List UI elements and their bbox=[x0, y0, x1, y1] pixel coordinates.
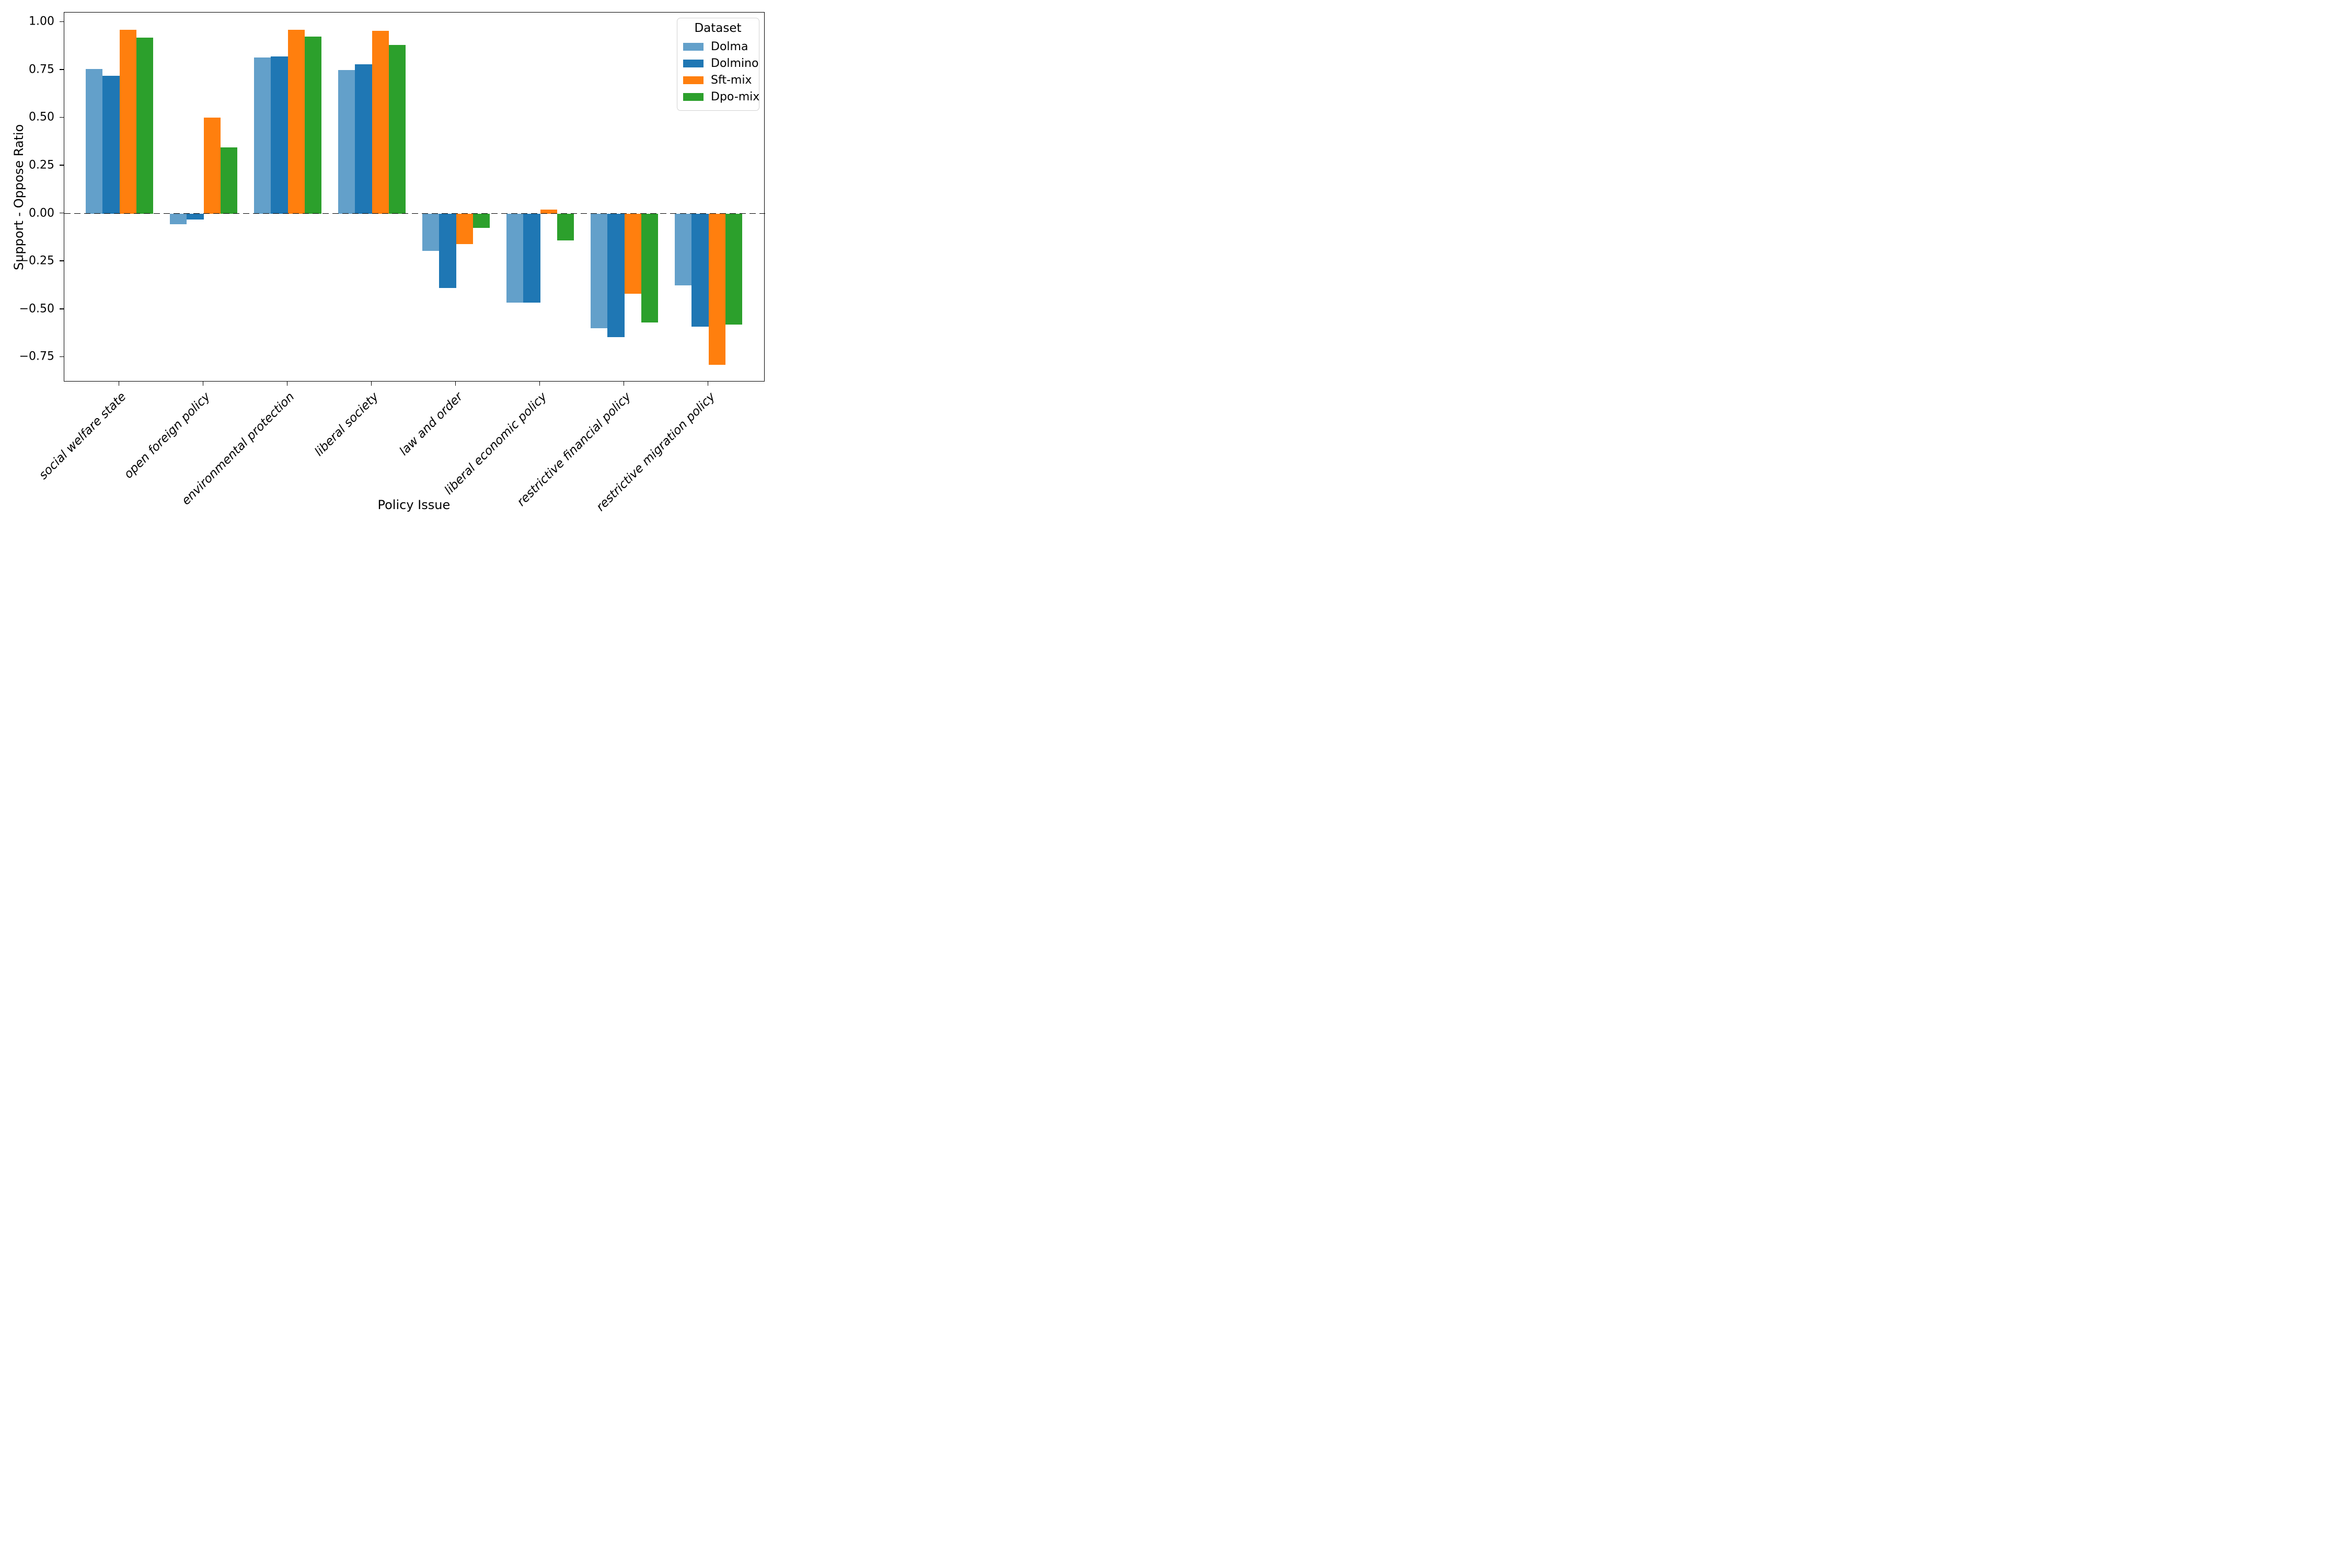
bar-dolmino-social-welfare-state bbox=[102, 75, 120, 214]
legend-swatch-sft-mix bbox=[683, 76, 704, 84]
y-tick-label: 0.75 bbox=[29, 63, 54, 76]
y-tick bbox=[60, 260, 64, 261]
legend-swatch-dolmino bbox=[683, 59, 704, 67]
bar-dpo-mix-law-and-order bbox=[472, 213, 490, 228]
bar-dpo-mix-liberal-economic-policy bbox=[557, 213, 574, 240]
y-tick bbox=[60, 165, 64, 166]
y-tick-label: 1.00 bbox=[29, 15, 54, 28]
legend-title: Dataset bbox=[694, 21, 742, 35]
bar-sft-mix-social-welfare-state bbox=[119, 29, 136, 214]
bar-dolma-law-and-order bbox=[422, 213, 440, 251]
bar-dolma-restrictive-financial-policy bbox=[591, 213, 608, 329]
legend: Dataset Dolma Dolmino Sft-mix Dpo-mix bbox=[677, 18, 759, 111]
legend-label-sft-mix: Sft-mix bbox=[711, 73, 752, 87]
bar-sft-mix-restrictive-migration-policy bbox=[708, 213, 725, 365]
zero-line bbox=[64, 213, 765, 214]
legend-swatch-dpo-mix bbox=[683, 93, 704, 101]
figure: Dataset Dolma Dolmino Sft-mix Dpo-mix 1.00 0… bbox=[0, 0, 784, 523]
y-tick-label: −0.75 bbox=[19, 350, 54, 363]
x-tick bbox=[371, 382, 372, 386]
x-tick-label-restrictive-migration-policy: restrictive migration policy bbox=[593, 390, 718, 514]
bar-dpo-mix-environmental-protection bbox=[304, 36, 321, 214]
bar-sft-mix-liberal-society bbox=[372, 30, 389, 214]
bar-sft-mix-liberal-economic-policy bbox=[540, 210, 557, 214]
legend-items: Dolma Dolmino Sft-mix Dpo-mix bbox=[683, 38, 759, 105]
plot-area: Dataset Dolma Dolmino Sft-mix Dpo-mix bbox=[64, 12, 765, 382]
y-tick bbox=[60, 212, 64, 214]
y-tick bbox=[60, 308, 64, 309]
bar-dolmino-liberal-economic-policy bbox=[523, 213, 540, 303]
bar-sft-mix-environmental-protection bbox=[287, 29, 305, 214]
y-tick-label: 0.50 bbox=[29, 110, 54, 124]
x-tick bbox=[707, 382, 709, 386]
x-tick bbox=[202, 382, 204, 386]
x-tick bbox=[286, 382, 288, 386]
bar-dolma-open-foreign-policy bbox=[170, 213, 187, 224]
legend-label-dpo-mix: Dpo-mix bbox=[711, 90, 760, 103]
bar-dpo-mix-restrictive-migration-policy bbox=[725, 213, 742, 325]
bar-dpo-mix-social-welfare-state bbox=[136, 37, 153, 214]
bar-sft-mix-law-and-order bbox=[456, 213, 473, 245]
bar-sft-mix-open-foreign-policy bbox=[203, 118, 221, 214]
legend-swatch-dolma bbox=[683, 42, 704, 51]
bar-dolmino-environmental-protection bbox=[271, 56, 288, 214]
x-tick bbox=[118, 382, 120, 386]
y-tick-label: 0.00 bbox=[29, 206, 54, 220]
bar-dolmino-liberal-society bbox=[355, 64, 372, 214]
y-tick-label: −0.25 bbox=[19, 254, 54, 268]
y-tick-label: 0.25 bbox=[29, 158, 54, 172]
legend-item-dpo-mix: Dpo-mix bbox=[683, 88, 759, 105]
bar-dolmino-restrictive-migration-policy bbox=[691, 213, 709, 327]
y-axis-label: Support - Oppose Ratio bbox=[11, 124, 26, 270]
x-tick bbox=[539, 382, 540, 386]
legend-item-dolma: Dolma bbox=[683, 38, 753, 55]
x-axis-label: Policy Issue bbox=[377, 498, 451, 512]
bar-dolmino-restrictive-financial-policy bbox=[607, 213, 625, 337]
bar-dpo-mix-restrictive-financial-policy bbox=[641, 213, 658, 323]
bar-dolma-environmental-protection bbox=[254, 57, 271, 214]
bar-dolma-social-welfare-state bbox=[86, 69, 103, 214]
bar-dolmino-open-foreign-policy bbox=[187, 213, 204, 220]
legend-label-dolma: Dolma bbox=[711, 40, 748, 53]
x-tick bbox=[455, 382, 456, 386]
bars-layer bbox=[64, 13, 764, 381]
bar-dolmino-law-and-order bbox=[439, 213, 456, 289]
y-tick-label: −0.50 bbox=[19, 302, 54, 316]
x-tick bbox=[623, 382, 625, 386]
legend-item-sft-mix: Sft-mix bbox=[683, 72, 753, 88]
legend-item-dolmino: Dolmino bbox=[683, 55, 758, 72]
y-tick bbox=[60, 356, 64, 358]
y-tick bbox=[60, 117, 64, 118]
ticks-layer: 1.00 0.75 0.50 0.25 0.00 −0.25 −0.50 −0.75 socia… bbox=[0, 0, 784, 523]
bar-dolma-liberal-society bbox=[338, 70, 355, 214]
bar-dolma-restrictive-migration-policy bbox=[675, 213, 692, 285]
legend-label-dolmino: Dolmino bbox=[711, 56, 759, 70]
bar-sft-mix-restrictive-financial-policy bbox=[624, 213, 641, 294]
y-tick bbox=[60, 21, 64, 22]
bar-dpo-mix-open-foreign-policy bbox=[220, 147, 237, 214]
y-tick bbox=[60, 69, 64, 70]
bar-dolma-liberal-economic-policy bbox=[506, 213, 524, 303]
bar-dpo-mix-liberal-society bbox=[388, 45, 406, 214]
